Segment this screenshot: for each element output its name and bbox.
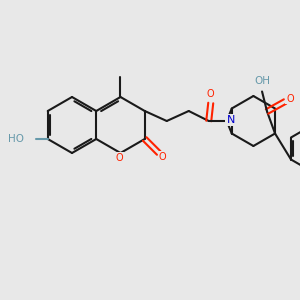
- Text: O: O: [116, 153, 123, 163]
- Text: N: N: [226, 115, 235, 125]
- Text: HO: HO: [8, 134, 24, 144]
- Text: O: O: [286, 94, 294, 103]
- Text: O: O: [159, 152, 166, 162]
- Text: O: O: [207, 89, 214, 99]
- Text: OH: OH: [254, 76, 270, 86]
